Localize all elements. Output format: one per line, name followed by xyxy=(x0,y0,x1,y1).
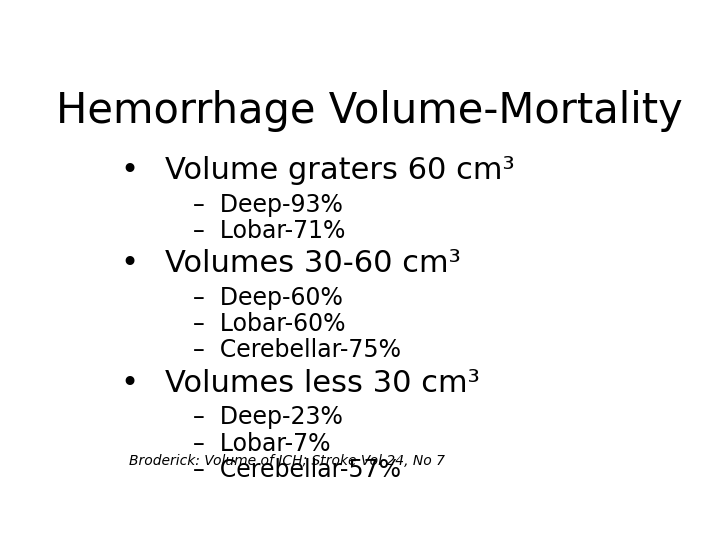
Text: Volume graters 60 cm³: Volume graters 60 cm³ xyxy=(166,156,515,185)
Text: –  Cerebellar-75%: – Cerebellar-75% xyxy=(193,339,401,362)
Text: Volumes less 30 cm³: Volumes less 30 cm³ xyxy=(166,369,480,398)
Text: •: • xyxy=(120,156,138,185)
Text: Broderick: Volume of ICH; Stroke Vol 24, No 7: Broderick: Volume of ICH; Stroke Vol 24,… xyxy=(129,454,445,468)
Text: •: • xyxy=(120,369,138,398)
Text: –  Cerebellar-57%: – Cerebellar-57% xyxy=(193,458,401,482)
Text: –  Deep-93%: – Deep-93% xyxy=(193,193,343,217)
Text: –  Deep-60%: – Deep-60% xyxy=(193,286,343,310)
Text: Volumes 30-60 cm³: Volumes 30-60 cm³ xyxy=(166,249,461,279)
Text: Hemorrhage Volume-Mortality: Hemorrhage Volume-Mortality xyxy=(55,90,683,132)
Text: –  Lobar-60%: – Lobar-60% xyxy=(193,312,346,336)
Text: –  Lobar-71%: – Lobar-71% xyxy=(193,219,346,243)
Text: •: • xyxy=(120,249,138,279)
Text: –  Lobar-7%: – Lobar-7% xyxy=(193,431,330,456)
Text: –  Deep-23%: – Deep-23% xyxy=(193,406,343,429)
